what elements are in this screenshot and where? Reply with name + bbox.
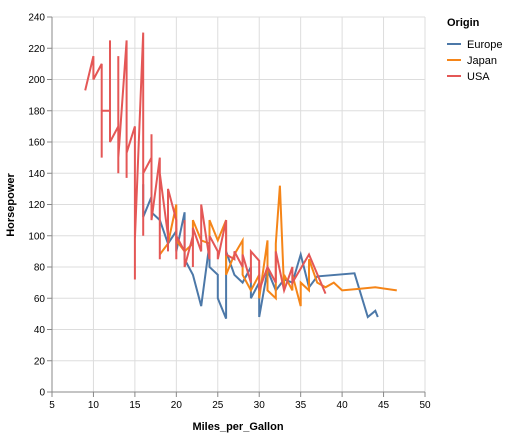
legend-title: Origin	[447, 17, 480, 29]
x-axis-title: Miles_per_Gallon	[192, 421, 283, 433]
y-tick-label: 60	[34, 294, 46, 305]
x-tick-label: 25	[212, 400, 224, 411]
y-tick-label: 100	[28, 231, 45, 242]
x-tick-label: 45	[378, 400, 390, 411]
y-tick-label: 200	[28, 75, 45, 86]
y-axis-title: Horsepower	[5, 172, 17, 236]
x-tick-label: 5	[49, 400, 55, 411]
y-tick-label: 20	[34, 356, 46, 367]
legend-label: Japan	[467, 55, 497, 67]
series-line	[84, 32, 327, 295]
y-tick-label: 220	[28, 44, 45, 55]
series-line	[159, 185, 397, 307]
x-tick-label: 50	[419, 400, 431, 411]
x-tick-label: 40	[337, 400, 349, 411]
y-tick-label: 120	[28, 200, 45, 211]
x-tick-label: 35	[295, 400, 307, 411]
y-tick-label: 180	[28, 106, 45, 117]
y-tick-label: 240	[28, 13, 45, 24]
y-tick-label: 80	[34, 263, 46, 274]
y-tick-label: 140	[28, 169, 45, 180]
legend-label: Europe	[467, 39, 502, 51]
legend-label: USA	[467, 71, 490, 83]
x-tick-label: 15	[129, 400, 141, 411]
y-tick-label: 40	[34, 325, 46, 336]
y-tick-label: 160	[28, 138, 45, 149]
y-tick-label: 0	[39, 388, 45, 399]
x-tick-label: 30	[254, 400, 266, 411]
x-tick-label: 10	[88, 400, 100, 411]
x-tick-label: 20	[171, 400, 183, 411]
